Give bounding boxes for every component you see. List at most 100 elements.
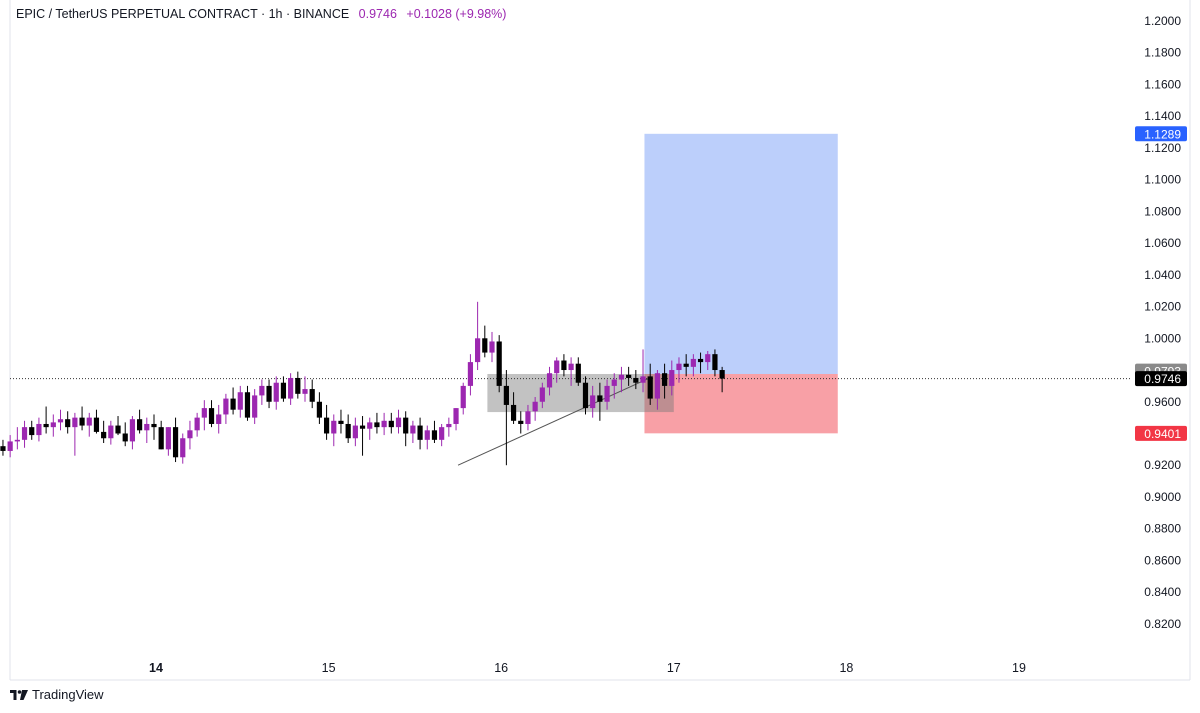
candle-body — [316, 401, 322, 418]
symbol-title: EPIC / TetherUS PERPETUAL CONTRACT · 1h … — [16, 7, 350, 21]
candle-body — [259, 385, 265, 396]
price-badge — [1135, 425, 1187, 441]
candle-body — [201, 408, 207, 418]
y-tick-label: 0.8400 — [1144, 585, 1181, 599]
candle-body — [554, 360, 560, 374]
candle-body — [194, 417, 200, 431]
candle-body — [273, 382, 279, 402]
candle-body — [57, 419, 64, 423]
y-tick-label: 1.1800 — [1144, 46, 1181, 60]
candle-body — [79, 417, 85, 426]
last-price: 0.9746 — [358, 7, 397, 21]
symbol-header: EPIC / TetherUS PERPETUAL CONTRACT · 1h … — [16, 7, 506, 21]
candle-body — [424, 430, 430, 440]
candle-body — [151, 423, 157, 428]
candle-body — [223, 398, 229, 415]
candle-body — [86, 417, 92, 426]
x-tick-label: 15 — [322, 661, 336, 675]
candle-body — [518, 420, 524, 424]
candle-body — [309, 389, 315, 402]
candle-body — [582, 382, 589, 409]
y-tick-label: 1.0000 — [1144, 331, 1181, 345]
tradingview-logo-icon — [10, 689, 28, 700]
tradingview-brand[interactable]: TradingView — [10, 687, 104, 702]
candle-body — [633, 377, 639, 383]
candle-body — [640, 376, 646, 383]
candle-body — [345, 423, 351, 439]
candle-body — [230, 398, 236, 410]
candle-body — [489, 341, 495, 353]
candle-body — [187, 430, 193, 439]
candle-body — [208, 408, 215, 424]
candle-body — [0, 446, 6, 451]
candle-body — [323, 417, 330, 434]
candle-body — [50, 422, 56, 428]
price-badge — [1135, 371, 1187, 387]
candle-body — [568, 363, 574, 371]
candle-body — [388, 420, 394, 428]
loss-zone — [644, 373, 838, 434]
candle-body — [374, 422, 380, 428]
candle-body — [626, 374, 632, 378]
candle-body — [712, 354, 718, 371]
candle-body — [280, 382, 287, 399]
y-tick-label: 1.0200 — [1144, 300, 1181, 314]
candle-body — [510, 404, 517, 421]
candle-body — [72, 417, 78, 428]
candle-body — [482, 338, 488, 353]
candle-body — [158, 427, 164, 450]
candle-body — [496, 341, 502, 386]
candle-body — [546, 373, 553, 388]
candle-body — [719, 370, 725, 379]
candle-body — [460, 385, 466, 409]
candle-body — [172, 427, 179, 458]
candle-body — [697, 358, 704, 363]
candle-body — [43, 423, 49, 428]
candle-body — [237, 392, 243, 410]
y-tick-label: 0.8600 — [1144, 553, 1181, 567]
y-tick-label: 0.9000 — [1144, 490, 1181, 504]
candle-body — [410, 425, 416, 434]
candle-body — [352, 425, 358, 439]
y-tick-label: 1.2000 — [1144, 14, 1181, 28]
candle-body — [101, 431, 107, 439]
candle-body — [36, 423, 42, 436]
trendline — [457, 378, 649, 466]
price-badge-label: 0.9401 — [1144, 427, 1181, 441]
candle-body — [129, 419, 136, 442]
candle-body — [417, 425, 423, 440]
candle-body — [295, 377, 301, 394]
candle-body — [403, 417, 409, 434]
candle-body — [302, 389, 308, 394]
candle-body — [661, 373, 668, 386]
candle-body — [525, 411, 531, 424]
candle-body — [29, 427, 35, 436]
x-tick-label: 17 — [667, 661, 681, 675]
candle-body — [331, 420, 337, 434]
candle-body — [539, 387, 545, 402]
candle-body — [532, 401, 538, 412]
candle-body — [359, 425, 366, 429]
candle-body — [475, 338, 481, 363]
y-tick-label: 1.0600 — [1144, 236, 1181, 250]
candle-body — [439, 427, 445, 440]
x-tick-label: 14 — [149, 661, 163, 675]
candle-body — [503, 385, 509, 405]
price-badge-label: 0.9746 — [1144, 372, 1181, 386]
candle-body — [676, 363, 682, 371]
candle-body — [122, 433, 128, 442]
candle-body — [14, 439, 20, 442]
candle-body — [611, 379, 617, 386]
price-change: +0.1028 (+9.98%) — [406, 7, 507, 21]
candle-body — [395, 417, 402, 428]
price-badge — [1135, 126, 1187, 142]
y-tick-label: 1.1600 — [1144, 77, 1181, 91]
candle-body — [690, 358, 696, 367]
candle-body — [252, 395, 258, 418]
candle-body — [137, 419, 143, 431]
candle-body — [7, 441, 13, 451]
y-tick-label: 1.1000 — [1144, 173, 1181, 187]
candle-body — [683, 363, 689, 367]
y-tick-label: 1.1400 — [1144, 109, 1181, 123]
